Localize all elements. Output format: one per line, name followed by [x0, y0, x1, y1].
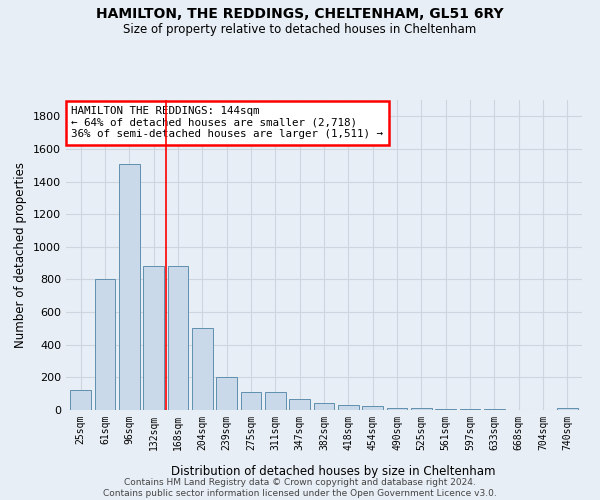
Text: HAMILTON, THE REDDINGS, CHELTENHAM, GL51 6RY: HAMILTON, THE REDDINGS, CHELTENHAM, GL51…	[96, 8, 504, 22]
Bar	[70, 390, 91, 410]
Bar	[557, 408, 578, 410]
Bar	[241, 392, 262, 410]
Y-axis label: Number of detached properties: Number of detached properties	[14, 162, 28, 348]
Bar	[362, 406, 383, 410]
Bar	[192, 328, 212, 410]
Bar	[289, 400, 310, 410]
Bar	[460, 409, 481, 410]
Bar	[436, 408, 456, 410]
Text: Distribution of detached houses by size in Cheltenham: Distribution of detached houses by size …	[171, 464, 495, 477]
Text: Contains HM Land Registry data © Crown copyright and database right 2024.
Contai: Contains HM Land Registry data © Crown c…	[103, 478, 497, 498]
Bar	[265, 392, 286, 410]
Bar	[411, 408, 432, 410]
Bar	[167, 266, 188, 410]
Text: HAMILTON THE REDDINGS: 144sqm
← 64% of detached houses are smaller (2,718)
36% o: HAMILTON THE REDDINGS: 144sqm ← 64% of d…	[71, 106, 383, 140]
Bar	[314, 404, 334, 410]
Bar	[119, 164, 140, 410]
Bar	[143, 266, 164, 410]
Bar	[386, 408, 407, 410]
Bar	[484, 409, 505, 410]
Text: Size of property relative to detached houses in Cheltenham: Size of property relative to detached ho…	[124, 22, 476, 36]
Bar	[95, 280, 115, 410]
Bar	[338, 405, 359, 410]
Bar	[216, 376, 237, 410]
